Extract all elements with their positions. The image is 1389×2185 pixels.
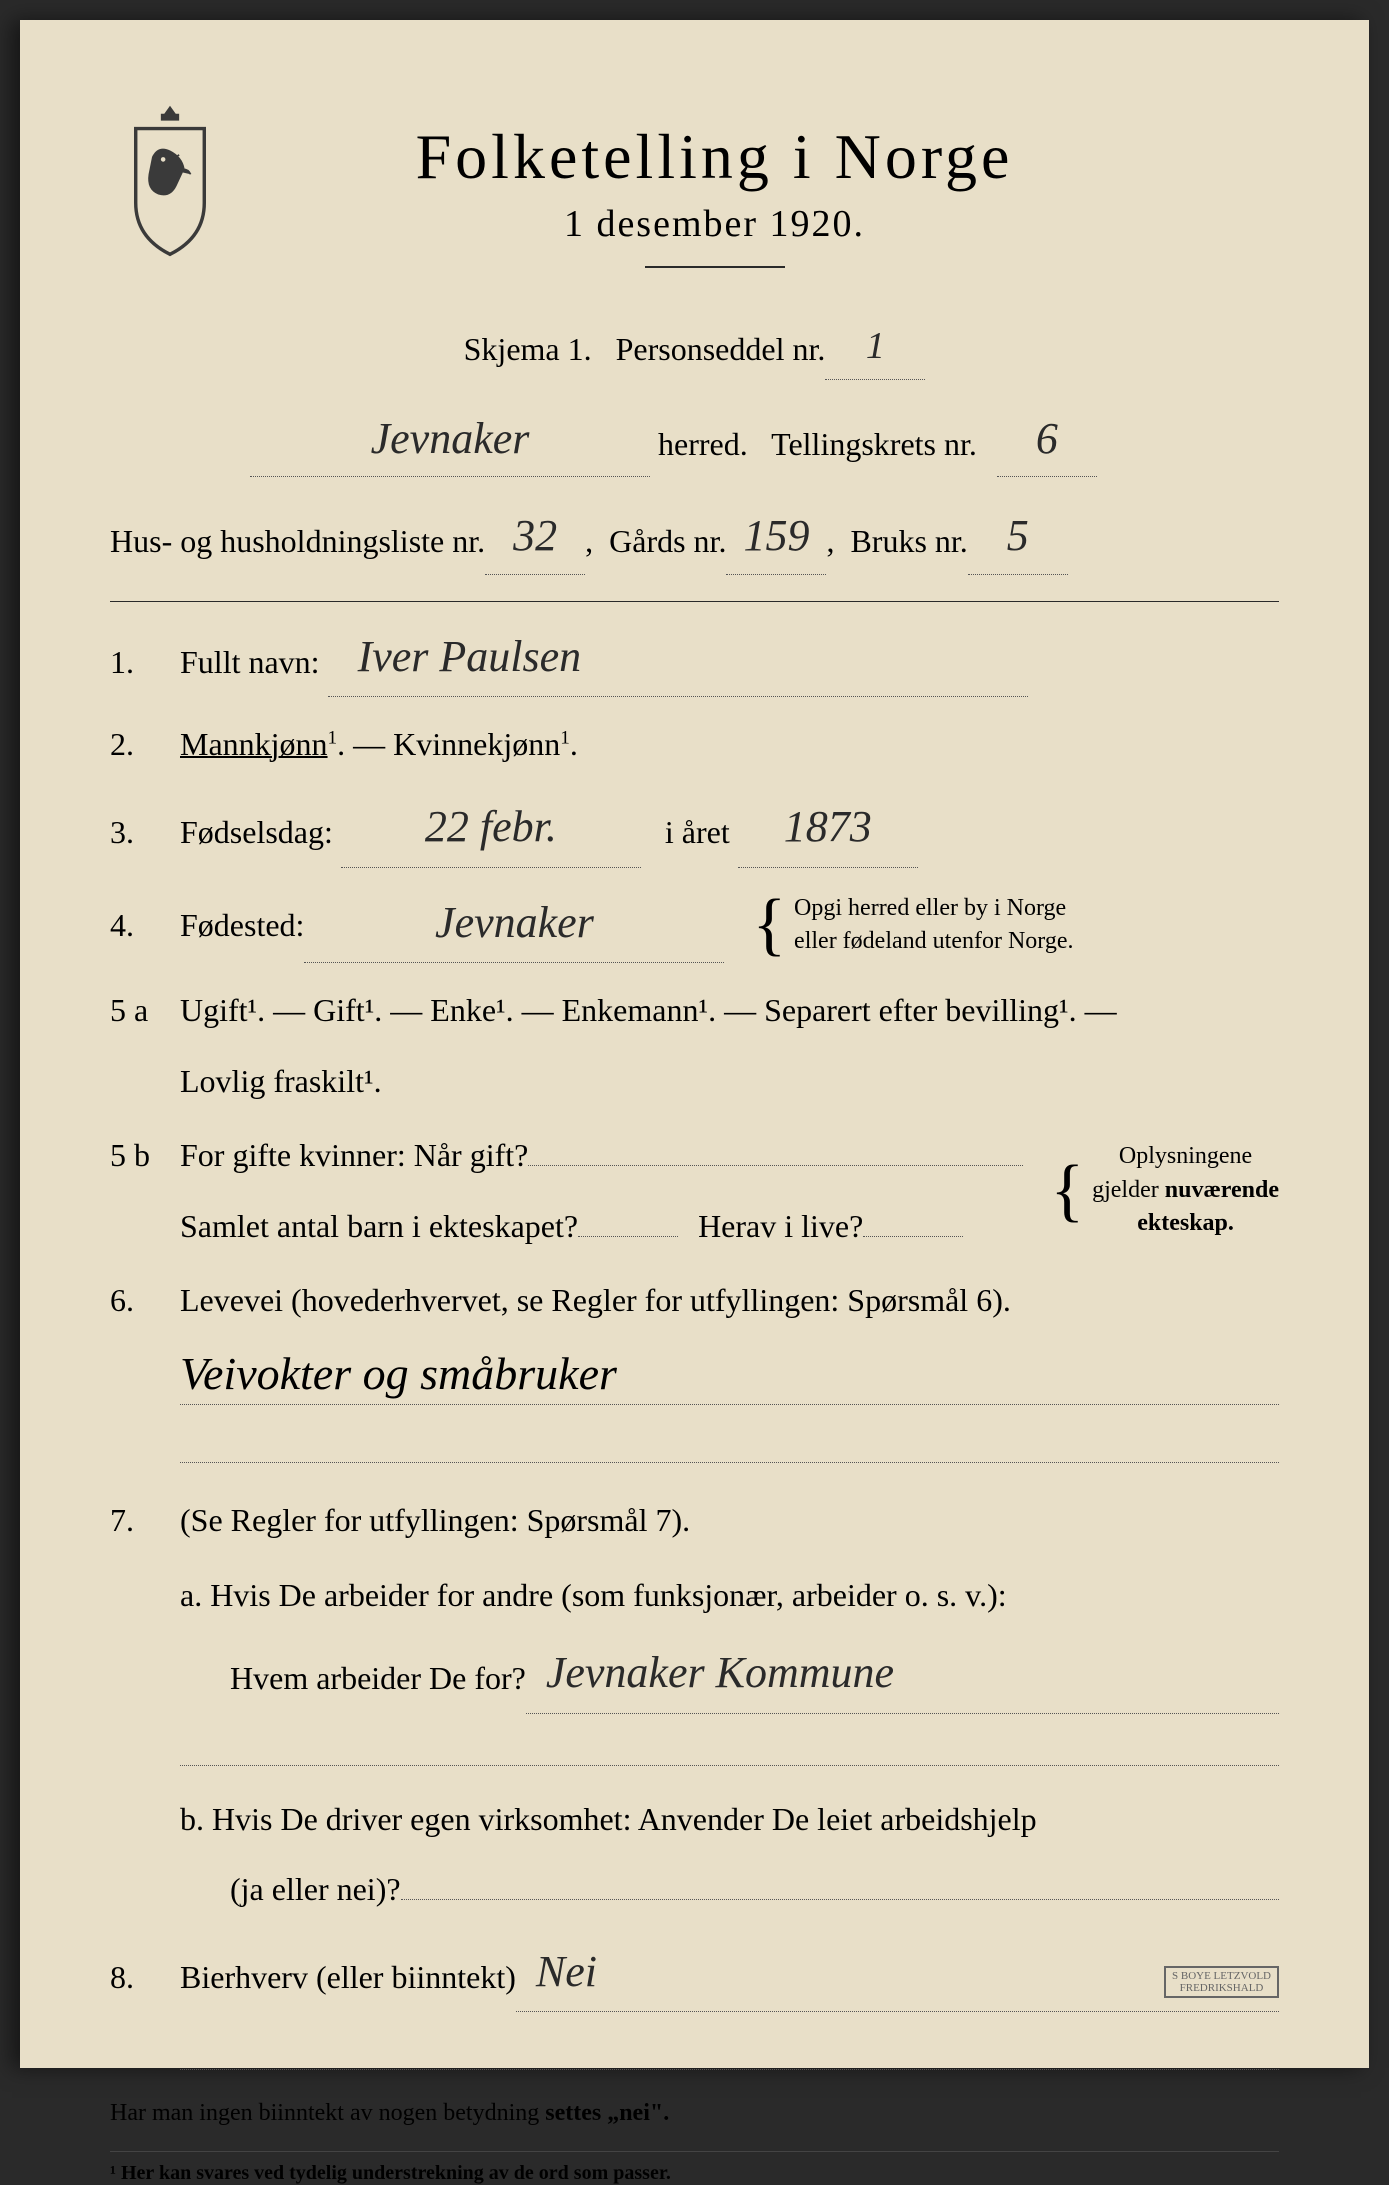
q8-label: Bierhverv (eller biinntekt) [180, 1950, 516, 2004]
bruks-nr: 5 [1007, 511, 1029, 560]
q4-num: 4. [110, 907, 180, 944]
mannkjonn: Mannkjønn [180, 726, 328, 762]
birthplace: Jevnaker [435, 898, 594, 947]
gards-nr: 159 [743, 511, 809, 560]
q4: 4. Fødested: Jevnaker { Opgi herred elle… [110, 888, 1279, 964]
herred-line: Jevnaker herred. Tellingskrets nr. 6 [110, 406, 1279, 477]
q7b-q: (ja eller nei)? [230, 1862, 401, 1916]
q7-num: 7. [110, 1502, 180, 1539]
brace-icon: { [752, 897, 786, 953]
full-name: Iver Paulsen [358, 632, 582, 681]
husliste-label-c: , Bruks nr. [826, 516, 967, 567]
q7a-q: Hvem arbeider De for? [230, 1651, 526, 1705]
q3-mid: i året [649, 814, 730, 850]
q7b-label: b. Hvis De driver egen virksomhet: Anven… [180, 1792, 1279, 1846]
bierhverv: Nei [536, 1947, 597, 1996]
printer-stamp: S BOYE LETZVOLDFREDRIKSHALD [1164, 1966, 1279, 1998]
header: Folketelling i Norge 1 desember 1920. [110, 120, 1279, 288]
brace-icon: { [1051, 1163, 1085, 1219]
q1-num: 1. [110, 644, 180, 681]
q5a-text: Ugift¹. — Gift¹. — Enke¹. — Enkemann¹. —… [180, 983, 1279, 1037]
kvinnekjonn: Kvinnekjønn [393, 726, 560, 762]
blank-line [180, 1728, 1279, 1766]
main-title: Folketelling i Norge [270, 120, 1159, 194]
q5a-text2: Lovlig fraskilt¹. [180, 1054, 1279, 1108]
q3: 3. Fødselsdag: 22 febr. i året 1873 [110, 792, 1279, 868]
q5b: 5 b For gifte kvinner: Når gift? Samlet … [110, 1128, 1279, 1253]
q7a-label: a. Hvis De arbeider for andre (som funks… [180, 1568, 1279, 1622]
husliste-line: Hus- og husholdningsliste nr. 32 , Gårds… [110, 503, 1279, 574]
q2-num: 2. [110, 726, 180, 763]
q5a-num: 5 a [110, 992, 180, 1029]
q1: 1. Fullt navn: Iver Paulsen [110, 622, 1279, 698]
q6-label: Levevei (hovederhvervet, se Regler for u… [180, 1273, 1279, 1327]
census-form-page: Folketelling i Norge 1 desember 1920. Sk… [20, 20, 1369, 2068]
q4-label: Fødested: [180, 898, 304, 952]
q5b-note: Oplysningene gjelder nuværende ekteskap. [1092, 1140, 1279, 1241]
divider [645, 266, 785, 268]
section-rule [110, 601, 1279, 602]
q2: 2. Mannkjønn1. — Kvinnekjønn1. [110, 717, 1279, 771]
blank-line [180, 2032, 1279, 2070]
birth-day: 22 febr. [425, 802, 557, 851]
q6-num: 6. [110, 1282, 180, 1319]
q8: 8. Bierhverv (eller biinntekt) Nei [110, 1937, 1279, 2013]
q7: 7. (Se Regler for utfyllingen: Spørsmål … [110, 1493, 1279, 1547]
personseddel-nr: 1 [866, 325, 885, 367]
q7-label: (Se Regler for utfyllingen: Spørsmål 7). [180, 1493, 1279, 1547]
q3-num: 3. [110, 814, 180, 851]
birth-year: 1873 [784, 802, 872, 851]
footer-note: Har man ingen biinntekt av nogen betydni… [110, 2100, 1279, 2127]
q5a: 5 a Ugift¹. — Gift¹. — Enke¹. — Enkemann… [110, 983, 1279, 1108]
q4-note: Opgi herred eller by i Norge eller fødel… [794, 892, 1073, 959]
skjema-line: Skjema 1. Personseddel nr. 1 [110, 318, 1279, 380]
krets-nr: 6 [1036, 414, 1058, 463]
q1-label: Fullt navn: [180, 644, 320, 680]
census-date: 1 desember 1920. [270, 202, 1159, 246]
husliste-label-a: Hus- og husholdningsliste nr. [110, 516, 485, 567]
blank-line [180, 1425, 1279, 1463]
title-block: Folketelling i Norge 1 desember 1920. [270, 120, 1279, 288]
q7b: b. Hvis De driver egen virksomhet: Anven… [180, 1792, 1279, 1917]
q7a: a. Hvis De arbeider for andre (som funks… [180, 1568, 1279, 1766]
q8-num: 8. [110, 1959, 180, 1996]
q6: 6. Levevei (hovederhvervet, se Regler fo… [110, 1273, 1279, 1327]
skjema-label: Skjema 1. Personseddel nr. [464, 324, 826, 375]
occupation: Veivokter og småbruker [180, 1347, 1279, 1405]
husliste-label-b: , Gårds nr. [585, 516, 726, 567]
employer: Jevnaker Kommune [546, 1648, 894, 1697]
footnote: ¹ Her kan svares ved tydelig understrekn… [110, 2151, 1279, 2185]
q5b-num: 5 b [110, 1137, 180, 1174]
liste-nr: 32 [513, 511, 557, 560]
herred-value: Jevnaker [371, 414, 530, 463]
coat-of-arms-icon [110, 100, 230, 260]
herred-label: herred. Tellingskrets nr. [650, 419, 977, 470]
q3-label: Fødselsdag: [180, 814, 333, 850]
